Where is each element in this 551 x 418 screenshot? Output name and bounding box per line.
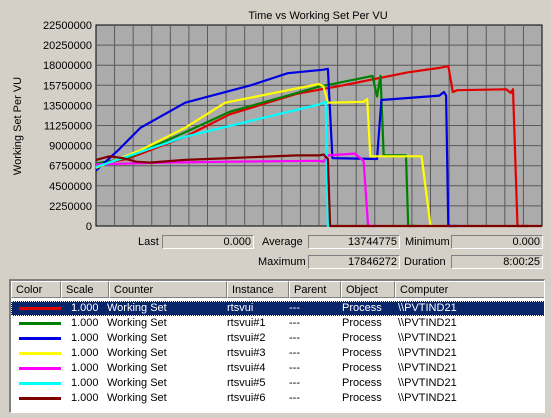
cell-object: Process — [342, 377, 382, 389]
cell-parent: --- — [289, 332, 300, 344]
duration-label: Duration — [404, 256, 446, 268]
cell-parent: --- — [289, 392, 300, 404]
cell-computer: \\PVTIND21 — [398, 392, 457, 404]
cell-computer: \\PVTIND21 — [398, 302, 457, 314]
cell-counter: Working Set — [107, 302, 167, 314]
header-instance[interactable]: Instance — [227, 281, 289, 298]
y-tick-label: 22500000 — [43, 20, 92, 32]
cell-parent: --- — [289, 377, 300, 389]
color-swatch — [19, 397, 61, 400]
header-object[interactable]: Object — [341, 281, 395, 298]
cell-object: Process — [342, 332, 382, 344]
maximum-label: Maximum — [258, 256, 306, 268]
legend-row[interactable]: 1.000 Working Set rtsvui#1 --- Process \\PVTI… — [11, 316, 544, 331]
legend-row[interactable]: 1.000 Working Set rtsvui#4 --- Process \\PVTI… — [11, 361, 544, 376]
cell-parent: --- — [289, 302, 300, 314]
y-tick-label: 9000000 — [49, 141, 92, 153]
cell-object: Process — [342, 362, 382, 374]
color-swatch — [19, 322, 61, 325]
cell-instance: rtsvui#5 — [227, 377, 266, 389]
cell-object: Process — [342, 392, 382, 404]
cell-parent: --- — [289, 347, 300, 359]
legend-row[interactable]: 1.000 Working Set rtsvui#5 --- Process \\PVTI… — [11, 376, 544, 391]
cell-counter: Working Set — [107, 362, 167, 374]
color-swatch — [19, 307, 61, 310]
cell-counter: Working Set — [107, 392, 167, 404]
series-line-1 — [95, 64, 529, 228]
cell-counter: Working Set — [107, 377, 167, 389]
cell-counter: Working Set — [107, 332, 167, 344]
duration-value: 8:00:25 — [451, 255, 543, 269]
color-swatch — [19, 337, 61, 340]
cell-instance: rtsvui#2 — [227, 332, 266, 344]
y-tick-label: 20250000 — [43, 40, 92, 52]
y-ticks: 2250000020250000180000001575000013500000… — [43, 20, 92, 232]
header-scale[interactable]: Scale — [61, 281, 109, 298]
header-parent[interactable]: Parent — [289, 281, 341, 298]
chart-title: Time vs Working Set Per VU — [248, 10, 387, 22]
grid — [96, 25, 542, 226]
cell-scale: 1.000 — [71, 377, 99, 389]
cell-instance: rtsvui#1 — [227, 317, 266, 329]
chart: Time vs Working Set Per VU Working Set P… — [12, 10, 543, 232]
cell-scale: 1.000 — [71, 392, 99, 404]
legend-row[interactable]: 1.000 Working Set rtsvui#6 --- Process \\PVTI… — [11, 391, 544, 406]
legend-row[interactable]: 1.000 Working Set rtsvui#3 --- Process \\PVTI… — [11, 346, 544, 361]
cell-computer: \\PVTIND21 — [398, 377, 457, 389]
cell-computer: \\PVTIND21 — [398, 317, 457, 329]
series-line-7 — [95, 153, 542, 228]
y-tick-label: 15750000 — [43, 80, 92, 92]
cell-computer: \\PVTIND21 — [398, 332, 457, 344]
y-tick-label: 18000000 — [43, 60, 92, 72]
y-tick-label: 2250000 — [49, 201, 92, 213]
cell-computer: \\PVTIND21 — [398, 347, 457, 359]
cell-scale: 1.000 — [71, 362, 99, 374]
minimum-value: 0.000 — [451, 235, 543, 249]
cell-instance: rtsvui#4 — [227, 362, 266, 374]
minimum-label: Minimum — [405, 236, 450, 248]
average-label: Average — [262, 236, 303, 248]
series-line-6 — [95, 100, 337, 228]
y-tick-label: 13500000 — [43, 100, 92, 112]
legend-table[interactable]: Color Scale Counter Instance Parent Obje… — [9, 279, 545, 413]
cell-scale: 1.000 — [71, 347, 99, 359]
cell-parent: --- — [289, 317, 300, 329]
cell-object: Process — [342, 317, 382, 329]
header-counter[interactable]: Counter — [109, 281, 227, 298]
cell-instance: rtsvui — [227, 302, 254, 314]
y-tick-label: 4500000 — [49, 181, 92, 193]
cell-instance: rtsvui#6 — [227, 392, 266, 404]
cell-object: Process — [342, 347, 382, 359]
legend-row[interactable]: 1.000 Working Set rtsvui#2 --- Process \\PVTI… — [11, 331, 544, 346]
cell-scale: 1.000 — [71, 332, 99, 344]
y-tick-label: 0 — [86, 221, 92, 232]
cell-scale: 1.000 — [71, 302, 99, 314]
header-color[interactable]: Color — [11, 281, 61, 298]
stats-panel: Last 0.000 Average 13744775 Minimum 0.00… — [0, 232, 551, 272]
y-axis-label: Working Set Per VU — [12, 77, 24, 175]
series-line-3 — [95, 67, 458, 228]
header-computer[interactable]: Computer — [395, 281, 544, 298]
legend-header: Color Scale Counter Instance Parent Obje… — [11, 281, 544, 298]
cell-object: Process — [342, 302, 382, 314]
average-value: 13744775 — [308, 235, 400, 249]
cell-counter: Working Set — [107, 317, 167, 329]
y-tick-label: 11250000 — [44, 121, 92, 133]
cell-instance: rtsvui#3 — [227, 347, 266, 359]
last-value: 0.000 — [162, 235, 254, 249]
color-swatch — [19, 367, 61, 370]
legend-row[interactable]: 1.000 Working Set rtsvui --- Process \\PVTIND… — [11, 301, 544, 316]
series-lines — [95, 64, 542, 228]
color-swatch — [19, 382, 61, 385]
maximum-value: 17846272 — [308, 255, 400, 269]
cell-parent: --- — [289, 362, 300, 374]
last-label: Last — [138, 236, 159, 248]
cell-counter: Working Set — [107, 347, 167, 359]
cell-computer: \\PVTIND21 — [398, 362, 457, 374]
y-tick-label: 6750000 — [49, 161, 92, 173]
series-line-4 — [95, 82, 440, 228]
color-swatch — [19, 352, 61, 355]
cell-scale: 1.000 — [71, 317, 99, 329]
